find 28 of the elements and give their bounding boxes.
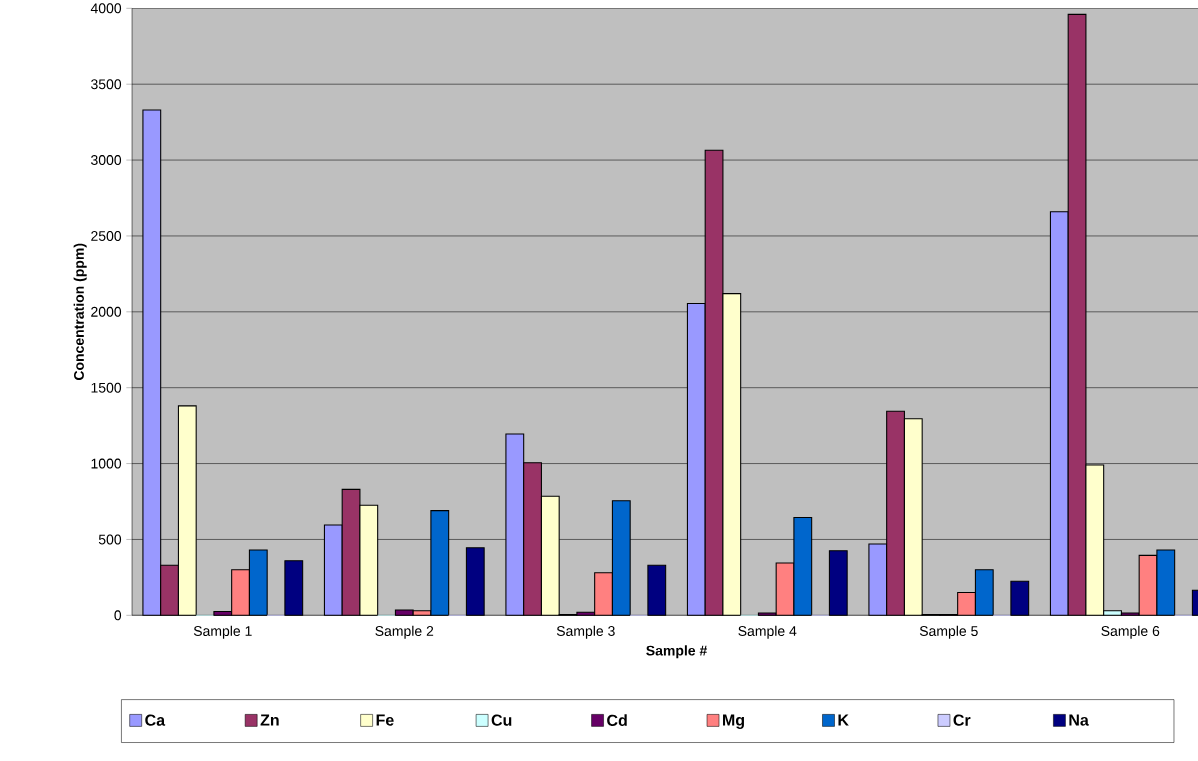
y-tick-label: 0 [114, 610, 122, 621]
legend-label: Cu [491, 714, 512, 726]
x-tick-label: Sample 3 [556, 625, 615, 639]
x-tick-label: Sample 1 [193, 625, 252, 639]
x-tick-label: Sample 2 [375, 625, 434, 639]
x-tick-label: Sample 4 [738, 625, 797, 639]
legend-label: Zn [260, 714, 279, 726]
bar [465, 547, 485, 616]
x-axis-title: Sample # [646, 645, 708, 659]
y-tick-label: 2500 [91, 231, 122, 241]
legend-label: Ca [145, 714, 166, 726]
y-tick-label: 1000 [91, 458, 122, 469]
legend-label: Fe [376, 714, 394, 726]
y-tick-label: 2000 [91, 306, 122, 317]
legend-label: Mg [723, 714, 744, 729]
y-axis-title: Concentration (ppm) [73, 243, 87, 381]
legend-label: Cd [607, 714, 627, 727]
x-tick-label: Sample 6 [1101, 625, 1160, 639]
y-tick-label: 500 [98, 534, 122, 545]
x-tick-label: Sample 5 [919, 625, 978, 639]
bar [828, 550, 848, 616]
legend-label: K [838, 714, 849, 726]
y-tick-label: 4000 [90, 3, 122, 14]
y-tick-label: 1500 [91, 382, 122, 393]
legend-label: Cr [953, 714, 971, 726]
legend-label: Na [1069, 714, 1089, 726]
y-tick-label: 3500 [91, 79, 122, 90]
y-tick-label: 3000 [91, 155, 122, 166]
